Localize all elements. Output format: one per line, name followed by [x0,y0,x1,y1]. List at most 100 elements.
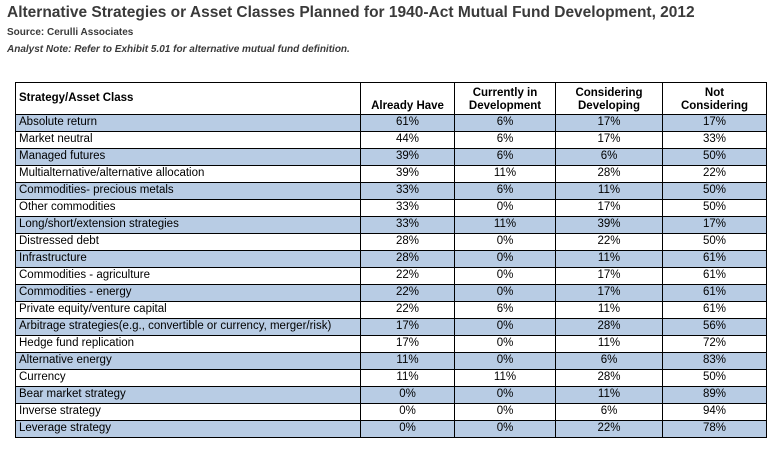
header-text: Considering [575,87,643,99]
percent-cell: 6% [454,301,556,319]
strategy-name-cell: Commodities- precious metals [15,182,361,200]
percent-cell: 0% [454,233,556,251]
percent-cell: 0% [454,199,556,217]
percent-cell: 22% [360,301,455,319]
strategy-name-cell: Managed futures [15,148,361,166]
strategy-name-cell: Inverse strategy [15,403,361,421]
percent-cell: 0% [454,318,556,336]
exhibit-title: Alternative Strategies or Asset Classes … [7,4,695,21]
header-text: Strategy/Asset Class [19,91,134,104]
percent-cell: 33% [360,182,455,200]
percent-cell: 0% [360,386,455,404]
percent-cell: 28% [360,250,455,268]
percent-cell: 11% [555,250,663,268]
percent-cell: 0% [360,420,455,438]
percent-cell: 17% [662,216,767,234]
strategy-name-cell: Multialternative/alternative allocation [15,165,361,183]
percent-cell: 61% [360,114,455,132]
table-row: Managed futures 39% 6% 6% 50% [15,148,767,166]
percent-cell: 39% [360,148,455,166]
percent-cell: 11% [360,369,455,387]
percent-cell: 6% [555,352,663,370]
percent-cell: 22% [662,165,767,183]
header-text: Already Have [371,100,444,112]
percent-cell: 50% [662,148,767,166]
table-row: Commodities- precious metals 33% 6% 11% 50% [15,182,767,200]
table-row: Multialternative/alternative allocation 3… [15,165,767,183]
percent-cell: 11% [555,301,663,319]
percent-cell: 61% [662,250,767,268]
percent-cell: 78% [662,420,767,438]
header-text: Currently in [472,87,538,99]
percent-cell: 61% [662,284,767,302]
strategy-name-cell: Arbitrage strategies(e.g., convertible o… [15,318,361,336]
table-row: Leverage strategy 0% 0% 22% 78% [15,420,767,438]
percent-cell: 0% [454,420,556,438]
percent-cell: 6% [454,182,556,200]
percent-cell: 11% [555,386,663,404]
percent-cell: 0% [454,335,556,353]
percent-cell: 17% [555,267,663,285]
header-considering-developing: Considering Developing [555,82,663,115]
percent-cell: 50% [662,233,767,251]
percent-cell: 22% [555,420,663,438]
table-row: Long/short/extension strategies 33% 11% 39%… [15,216,767,234]
percent-cell: 17% [360,335,455,353]
strategy-name-cell: Distressed debt [15,233,361,251]
header-currently-in-development: Currently in Development [454,82,556,115]
table-row: Absolute return 61% 6% 17% 17% [15,114,767,132]
percent-cell: 11% [555,182,663,200]
percent-cell: 22% [360,267,455,285]
percent-cell: 11% [555,335,663,353]
strategy-name-cell: Currency [15,369,361,387]
header-text: Developing [578,100,640,112]
percent-cell: 0% [360,403,455,421]
analyst-note: Analyst Note: Refer to Exhibit 5.01 for … [7,44,350,55]
percent-cell: 56% [662,318,767,336]
table-row: Infrastructure 28% 0% 11% 61% [15,250,767,268]
percent-cell: 22% [360,284,455,302]
percent-cell: 0% [454,267,556,285]
percent-cell: 39% [360,165,455,183]
strategy-name-cell: Bear market strategy [15,386,361,404]
percent-cell: 6% [555,403,663,421]
percent-cell: 11% [360,352,455,370]
percent-cell: 28% [360,233,455,251]
table-row: Other commodities 33% 0% 17% 50% [15,199,767,217]
percent-cell: 6% [454,114,556,132]
percent-cell: 94% [662,403,767,421]
table-row: Private equity/venture capital 22% 6% 11% 61… [15,301,767,319]
strategy-name-cell: Alternative energy [15,352,361,370]
percent-cell: 72% [662,335,767,353]
percent-cell: 89% [662,386,767,404]
table-body: Absolute return 61% 6% 17% 17% Market neutral… [15,114,767,438]
percent-cell: 0% [454,386,556,404]
strategy-name-cell: Market neutral [15,131,361,149]
percent-cell: 28% [555,165,663,183]
percent-cell: 0% [454,403,556,421]
table-row: Commodities - energy 22% 0% 17% 61% [15,284,767,302]
percent-cell: 11% [454,165,556,183]
table-row: Market neutral 44% 6% 17% 33% [15,131,767,149]
percent-cell: 39% [555,216,663,234]
strategy-name-cell: Leverage strategy [15,420,361,438]
table-row: Hedge fund replication 17% 0% 11% 72% [15,335,767,353]
table-row: Arbitrage strategies(e.g., convertible o… [15,318,767,336]
table-header-row: Strategy/Asset Class Already Have Currentl… [15,82,767,115]
header-text: Considering [680,100,749,112]
percent-cell: 6% [555,148,663,166]
strategy-name-cell: Private equity/venture capital [15,301,361,319]
strategy-name-cell: Commodities - agriculture [15,267,361,285]
percent-cell: 17% [555,284,663,302]
table-row: Alternative energy 11% 0% 6% 83% [15,352,767,370]
percent-cell: 17% [555,131,663,149]
percent-cell: 0% [454,352,556,370]
percent-cell: 33% [360,216,455,234]
table-row: Distressed debt 28% 0% 22% 50% [15,233,767,251]
percent-cell: 17% [662,114,767,132]
percent-cell: 0% [454,250,556,268]
percent-cell: 50% [662,369,767,387]
percent-cell: 6% [454,131,556,149]
header-text: Development [468,100,542,112]
source-line: Source: Cerulli Associates [7,27,134,38]
